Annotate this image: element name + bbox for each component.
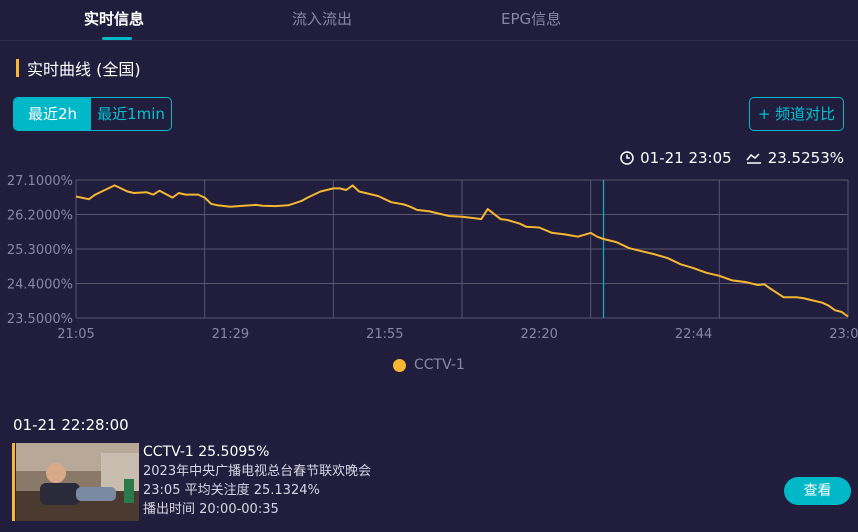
y-tick-label: 23.5000% — [7, 312, 73, 327]
program-thumbnail — [16, 443, 139, 521]
program-title: 2023年中央广播电视总台春节联欢晚会 — [143, 464, 372, 479]
clock-icon — [620, 151, 634, 165]
program-rating: CCTV-1 25.5095% — [143, 444, 270, 460]
cursor-value: 23.5253% — [767, 149, 844, 167]
program-broadcast-time: 播出时间 20:00-00:35 — [143, 502, 279, 517]
y-tick-label: 27.1000% — [7, 174, 73, 189]
active-tab-indicator — [102, 37, 132, 40]
section-title: 实时曲线 (全国) — [27, 60, 141, 79]
program-avg-attention: 23:05 平均关注度 25.1324% — [143, 483, 320, 498]
program-time: 01-21 22:28:00 — [13, 416, 129, 434]
y-tick-label: 26.2000% — [7, 209, 73, 224]
tab-realtime-info[interactable]: 实时信息 — [84, 10, 145, 28]
legend-label: CCTV-1 — [414, 357, 465, 373]
realtime-line-chart[interactable]: 27.1000% 26.2000% 25.3000% 24.4000% 23.5000%… — [0, 168, 858, 348]
series-line-cctv1 — [75, 184, 849, 318]
x-tick-label: 21:55 — [366, 327, 403, 342]
time-range-toggle: 最近2h 最近1min — [13, 97, 172, 131]
x-tick-label: 23:05 — [829, 327, 858, 342]
wave-icon — [746, 153, 761, 164]
range-2h-button[interactable]: 最近2h — [14, 98, 92, 130]
section-header: 实时曲线 (全国) — [16, 58, 141, 79]
x-tick-label: 22:44 — [675, 327, 712, 342]
tab-epg-info[interactable]: EPG信息 — [501, 10, 562, 28]
tab-bar: 实时信息 流入流出 EPG信息 — [0, 0, 858, 41]
x-tick-label: 22:20 — [520, 327, 557, 342]
cursor-time: 01-21 23:05 — [640, 149, 732, 167]
program-accent-bar — [12, 443, 15, 521]
program-card: CCTV-1 25.5095% 2023年中央广播电视总台春节联欢晚会 23:0… — [12, 443, 858, 521]
y-tick-label: 24.4000% — [7, 278, 73, 293]
y-tick-label: 25.3000% — [7, 243, 73, 258]
x-tick-label: 21:05 — [57, 327, 94, 342]
program-details: CCTV-1 25.5095% 2023年中央广播电视总台春节联欢晚会 23:0… — [143, 443, 371, 519]
range-1min-button[interactable]: 最近1min — [97, 105, 165, 123]
x-tick-label: 21:29 — [212, 327, 249, 342]
cursor-readout: 01-21 23:05 23.5253% — [620, 149, 844, 167]
section-accent-bar — [16, 59, 19, 77]
legend-marker — [393, 358, 406, 372]
view-button[interactable]: 查看 — [784, 477, 851, 505]
channel-compare-button[interactable]: + 频道对比 — [749, 97, 844, 131]
chart-legend[interactable]: CCTV-1 — [393, 357, 465, 373]
tab-inflow-outflow[interactable]: 流入流出 — [292, 10, 353, 28]
